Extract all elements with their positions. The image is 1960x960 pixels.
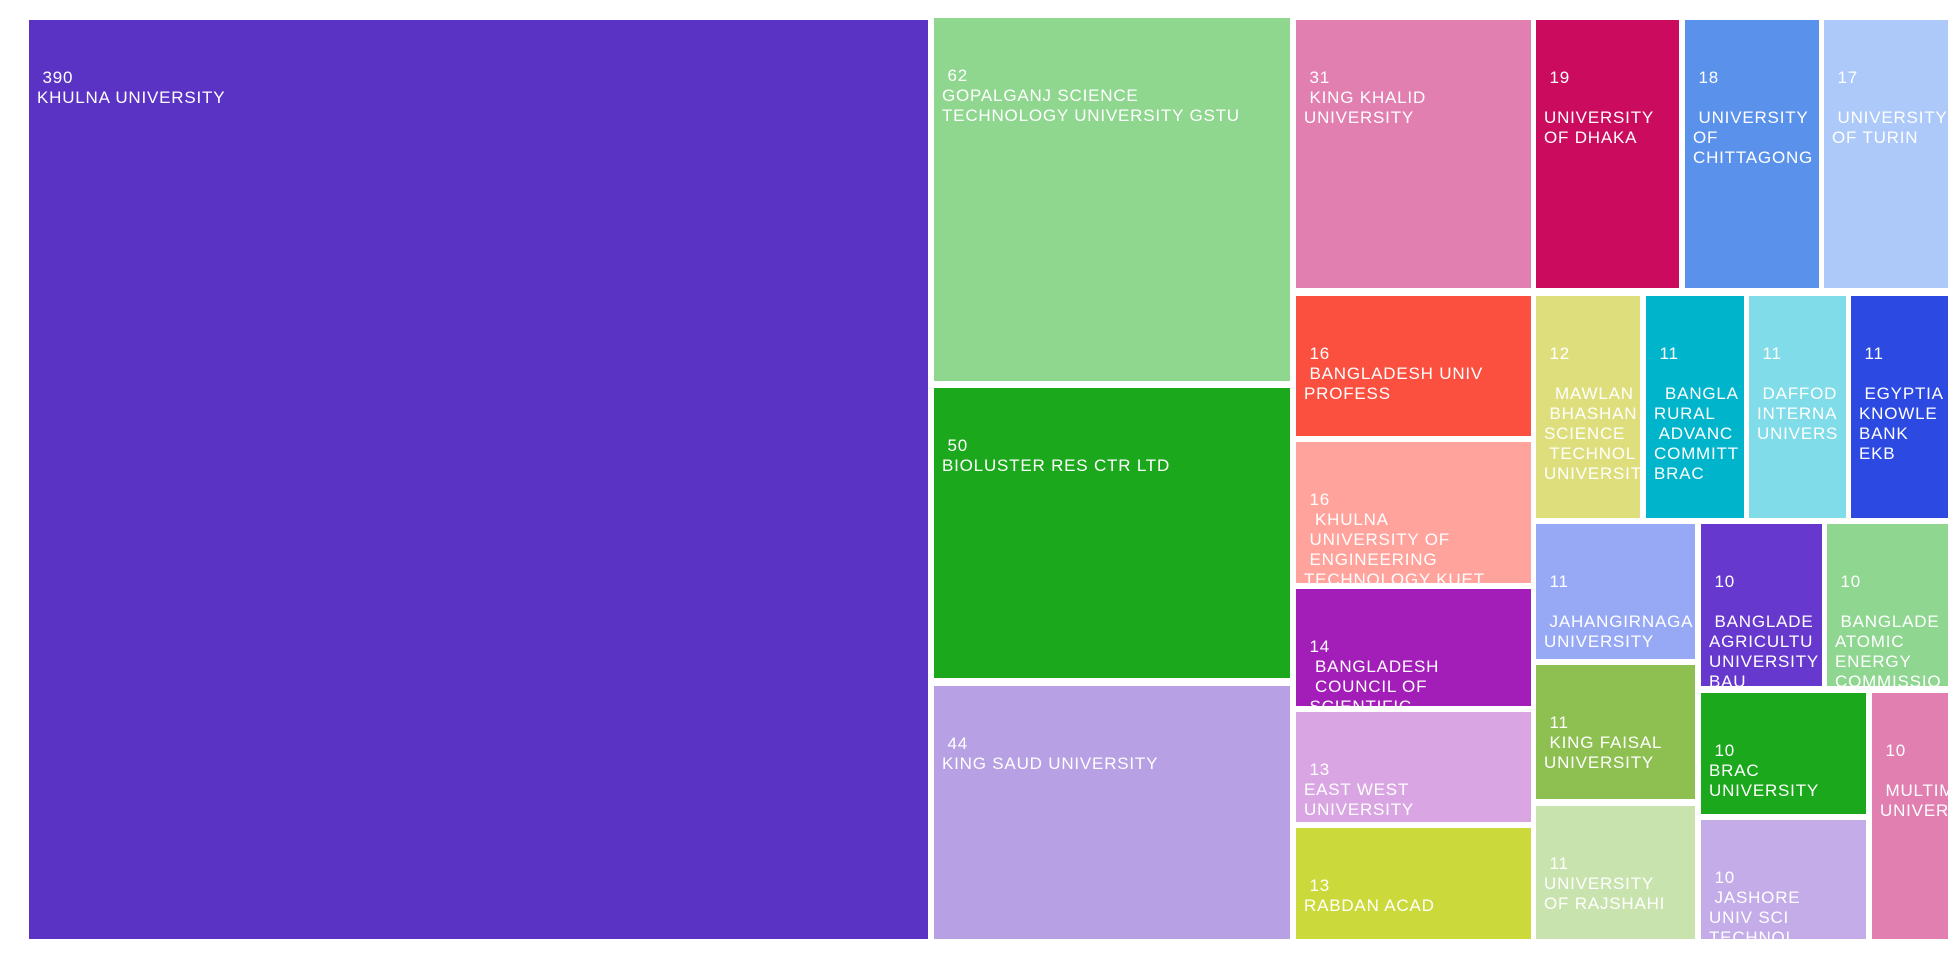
treemap-tile-jahangirnagar[interactable]: 11 JAHANGIRNAGA UNIVERSITY [1536, 524, 1695, 659]
tile-label: 10 BANGLADE ATOMIC ENERGY COMMISSIO [1835, 572, 1942, 686]
treemap-tile-bracuniv[interactable]: 10 BRAC UNIVERSITY [1701, 693, 1866, 814]
tile-label: 13 RABDAN ACAD [1304, 876, 1435, 915]
tile-label: 19 UNIVERSITY OF DHAKA [1544, 68, 1655, 147]
treemap-tile-profess[interactable]: 16 BANGLADESH UNIV PROFESS [1296, 296, 1531, 436]
tile-label: 12 MAWLAN BHASHAN SCIENCE TECHNOL UNIVER… [1544, 344, 1640, 483]
treemap-tile-bracteal[interactable]: 11 BANGLA RURAL ADVANC COMMITT BRAC [1646, 296, 1744, 518]
tile-label: 18 UNIVERSITY OF CHITTAGONG [1693, 68, 1814, 167]
treemap-tile-daffodil[interactable]: 11 DAFFOD INTERNA UNIVERS [1749, 296, 1846, 518]
tile-label: 11 UNIVERSITY OF RAJSHAHI [1544, 854, 1666, 913]
treemap-tile-council[interactable]: 14 BANGLADESH COUNCIL OF SCIENTIFIC [1296, 589, 1531, 706]
tile-label: 10 JASHORE UNIV SCI TECHNOL [1709, 868, 1801, 939]
tile-label: 16 BANGLADESH UNIV PROFESS [1304, 344, 1484, 403]
treemap-tile-gopalganj[interactable]: 62 GOPALGANJ SCIENCE TECHNOLOGY UNIVERSI… [934, 18, 1290, 381]
treemap-tile-bau[interactable]: 10 BANGLADE AGRICULTU UNIVERSITY BAU [1701, 524, 1822, 686]
treemap-tile-kingkhalid[interactable]: 31 KING KHALID UNIVERSITY [1296, 20, 1531, 288]
tile-label: 11 JAHANGIRNAGA UNIVERSITY [1544, 572, 1694, 651]
tile-label: 14 BANGLADESH COUNCIL OF SCIENTIFIC [1309, 637, 1440, 706]
treemap-tile-mawlan[interactable]: 12 MAWLAN BHASHAN SCIENCE TECHNOL UNIVER… [1536, 296, 1640, 518]
tile-label: 50 BIOLUSTER RES CTR LTD [942, 436, 1171, 475]
treemap-tile-rabdan[interactable]: 13 RABDAN ACAD [1296, 828, 1531, 939]
treemap-tile-khulna[interactable]: 390 KHULNA UNIVERSITY [29, 20, 928, 939]
tile-label: 11 KING FAISAL UNIVERSITY [1544, 713, 1663, 772]
treemap-tile-dhaka[interactable]: 19 UNIVERSITY OF DHAKA [1536, 20, 1679, 288]
tile-label: 10 BRAC UNIVERSITY [1709, 741, 1820, 800]
tile-label: 16 KHULNA UNIVERSITY OF ENGINEERING TECH… [1304, 490, 1485, 583]
tile-label: 11 EGYPTIA KNOWLE BANK EKB [1859, 344, 1944, 463]
tile-label: 10 BANGLADE AGRICULTU UNIVERSITY BAU [1709, 572, 1820, 686]
treemap-tile-kuet[interactable]: 16 KHULNA UNIVERSITY OF ENGINEERING TECH… [1296, 442, 1531, 583]
treemap-tile-rajshahi[interactable]: 11 UNIVERSITY OF RAJSHAHI [1536, 806, 1695, 939]
treemap-tile-egyptian[interactable]: 11 EGYPTIA KNOWLE BANK EKB [1851, 296, 1948, 518]
treemap-tile-bioluster[interactable]: 50 BIOLUSTER RES CTR LTD [934, 388, 1290, 678]
tile-label: 390 KHULNA UNIVERSITY [37, 68, 226, 107]
tile-label: 17 UNIVERSITY OF TURIN [1832, 68, 1948, 147]
tile-label: 44 KING SAUD UNIVERSITY [942, 734, 1159, 773]
treemap-tile-atomic[interactable]: 10 BANGLADE ATOMIC ENERGY COMMISSIO [1827, 524, 1948, 686]
tile-label: 13 EAST WEST UNIVERSITY [1304, 760, 1415, 819]
treemap-tile-chittagong[interactable]: 18 UNIVERSITY OF CHITTAGONG [1685, 20, 1819, 288]
tile-label: 11 DAFFOD INTERNA UNIVERS [1757, 344, 1839, 443]
tile-label: 11 BANGLA RURAL ADVANC COMMITT BRAC [1654, 344, 1739, 483]
treemap-tile-kingfaisal[interactable]: 11 KING FAISAL UNIVERSITY [1536, 665, 1695, 799]
treemap-tile-kingsaud[interactable]: 44 KING SAUD UNIVERSITY [934, 686, 1290, 939]
treemap-tile-eastwest[interactable]: 13 EAST WEST UNIVERSITY [1296, 712, 1531, 822]
treemap-tile-turin[interactable]: 17 UNIVERSITY OF TURIN [1824, 20, 1948, 288]
treemap-tile-multimedia[interactable]: 10 MULTIM UNIVER [1872, 693, 1948, 939]
tile-label: 62 GOPALGANJ SCIENCE TECHNOLOGY UNIVERSI… [942, 66, 1240, 125]
tile-label: 31 KING KHALID UNIVERSITY [1304, 68, 1427, 127]
treemap-tile-jashore[interactable]: 10 JASHORE UNIV SCI TECHNOL [1701, 820, 1866, 939]
tile-label: 10 MULTIM UNIVER [1880, 741, 1948, 820]
